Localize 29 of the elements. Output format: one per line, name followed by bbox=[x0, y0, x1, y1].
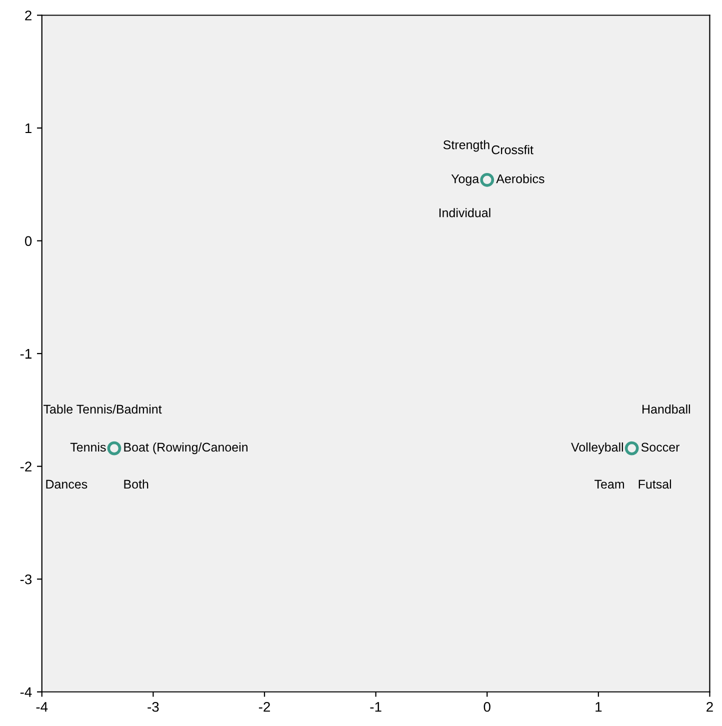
annotation: Aerobics bbox=[496, 174, 544, 184]
y-tick-label: 1 bbox=[25, 123, 32, 134]
annotation: Handball bbox=[642, 404, 690, 414]
y-tick-label: -4 bbox=[20, 687, 32, 697]
annotation: Both bbox=[124, 479, 148, 489]
annotation: Tennis bbox=[70, 442, 106, 452]
x-tick-label: 1 bbox=[596, 702, 602, 712]
x-tick-label: 2 bbox=[706, 702, 713, 712]
annotation: Individual bbox=[439, 208, 490, 218]
annotation: Team bbox=[594, 480, 624, 489]
annotation: Table Tennis/Badmint bbox=[44, 404, 162, 414]
x-tick-label: -3 bbox=[148, 702, 159, 712]
x-tick-label: -4 bbox=[36, 702, 48, 712]
y-tick-label: -2 bbox=[20, 462, 32, 472]
x-tick-label: -1 bbox=[370, 702, 382, 712]
annotation: Volleyball bbox=[571, 442, 623, 454]
y-tick-label: -3 bbox=[20, 574, 32, 584]
annotation: Strength bbox=[443, 140, 490, 152]
annotation: Soccer bbox=[641, 442, 680, 452]
annotation: Boat (Rowing/Canoein bbox=[124, 442, 248, 454]
y-tick-label: 0 bbox=[24, 236, 32, 246]
y-tick-label: -1 bbox=[20, 349, 32, 359]
annotation: Dances bbox=[46, 480, 88, 489]
x-tick-label: 0 bbox=[484, 702, 490, 712]
x-tick-label: -2 bbox=[258, 702, 270, 712]
annotation: Yoga bbox=[451, 174, 480, 186]
annotation: Crossfit bbox=[492, 145, 534, 154]
annotation: Futsal bbox=[638, 479, 672, 489]
y-tick-label: 2 bbox=[25, 10, 32, 20]
